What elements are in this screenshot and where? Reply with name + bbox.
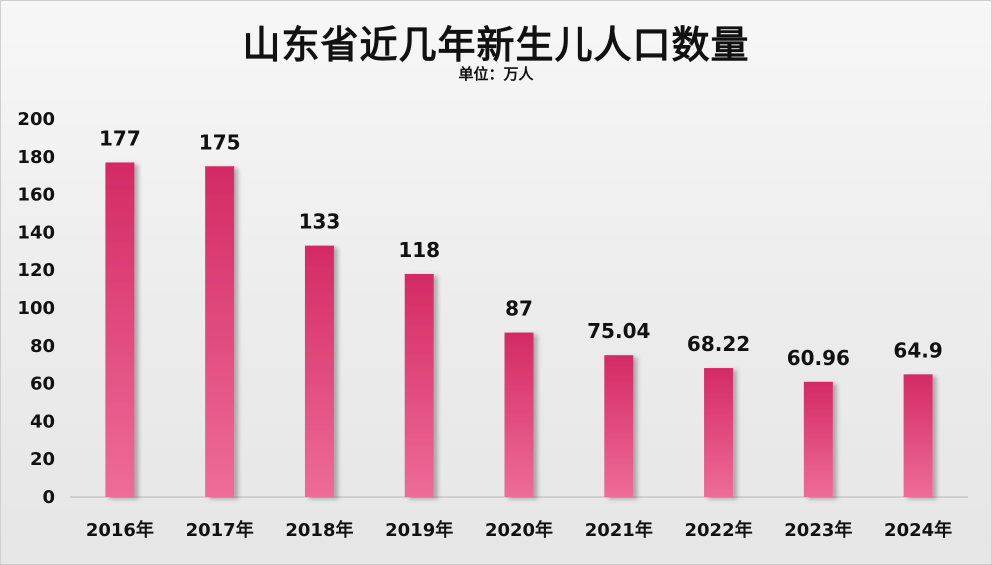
y-tick-label: 200 [17,109,55,130]
data-label: 118 [398,238,440,262]
bar-2019年 [404,273,434,497]
data-label: 75.04 [587,319,650,343]
data-label: 68.22 [687,332,750,356]
data-label: 175 [199,130,241,154]
y-tick-label: 160 [17,185,55,206]
bar-2018年 [304,245,334,497]
x-tick-label: 2018年 [285,519,353,541]
data-labels-group: 177 175 133 118 87 75.04 68.22 60.96 64.9 [99,126,943,369]
x-tick-label: 2023年 [784,519,852,541]
x-axis: 2016年 2017年 2018年 2019年 2020年 2021年 2022年 2023年… [86,519,952,541]
data-label: 177 [99,126,141,150]
x-tick-label: 2020年 [485,519,553,541]
bar-2020年 [504,332,534,497]
data-label: 133 [299,210,341,234]
data-label: 87 [505,297,533,321]
y-tick-label: 40 [30,411,55,432]
y-tick-label: 20 [30,449,55,470]
y-tick-label: 0 [42,487,55,508]
x-tick-label: 2016年 [86,519,154,541]
y-tick-label: 140 [17,222,55,243]
x-tick-label: 2017年 [186,519,254,541]
bar-2023年 [803,381,833,497]
x-tick-label: 2019年 [385,519,453,541]
bars-group [105,162,933,497]
y-axis: 0 20 40 60 80 100 120 140 160 180 200 [17,109,55,508]
y-tick-label: 60 [30,374,55,395]
bar-2021年 [604,355,634,497]
x-tick-label: 2021年 [585,519,653,541]
y-tick-label: 120 [17,260,55,281]
chart-title: 山东省近几年新生儿人口数量 [242,23,750,67]
bar-2016年 [105,162,135,497]
bar-2024年 [903,374,933,497]
data-label: 64.9 [893,338,942,362]
y-tick-label: 80 [30,336,55,357]
bar-2022年 [704,368,734,497]
x-tick-label: 2022年 [685,519,753,541]
y-tick-label: 100 [17,298,55,319]
y-tick-label: 180 [17,147,55,168]
x-tick-label: 2024年 [884,519,952,541]
bar-2017年 [205,166,235,497]
chart-subtitle: 单位：万人 [458,65,534,83]
data-label: 60.96 [787,346,850,370]
